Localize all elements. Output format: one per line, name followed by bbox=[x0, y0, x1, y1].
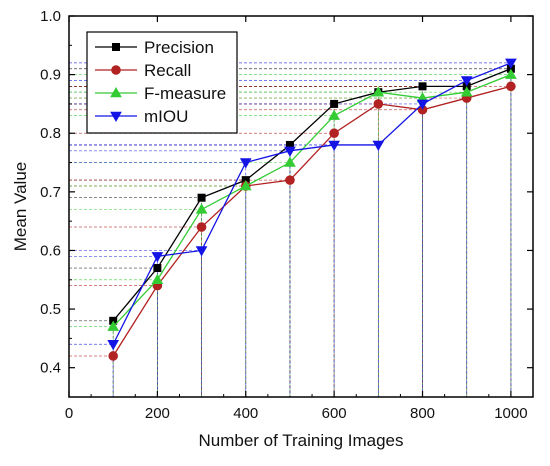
data-point-miou bbox=[328, 140, 341, 151]
legend-marker bbox=[110, 111, 122, 123]
data-point-precision bbox=[418, 82, 427, 91]
series-line-f-measure bbox=[112, 74, 512, 328]
series-miou bbox=[107, 58, 517, 351]
y-tick-label: 0.7 bbox=[40, 184, 61, 201]
data-point-f-measure bbox=[107, 320, 120, 331]
y-axis-label: Mean Value bbox=[11, 162, 30, 251]
data-point-recall bbox=[196, 222, 207, 232]
legend-label: F-measure bbox=[144, 84, 226, 103]
data-point-f-measure bbox=[372, 86, 385, 97]
data-point-miou bbox=[505, 58, 517, 69]
legend-marker bbox=[111, 65, 121, 75]
data-point-miou bbox=[416, 99, 429, 110]
y-tick-label: 0.4 bbox=[40, 360, 61, 377]
data-point-miou bbox=[372, 140, 385, 151]
y-tick-label: 0.5 bbox=[40, 301, 61, 318]
legend-label: mIOU bbox=[144, 107, 188, 126]
series-layer bbox=[107, 58, 517, 361]
series-line-miou bbox=[112, 62, 512, 345]
x-tick-label: 400 bbox=[233, 405, 258, 422]
data-point-f-measure bbox=[239, 179, 252, 191]
series-line-recall bbox=[112, 85, 512, 357]
y-tick-label: 1.0 bbox=[40, 8, 61, 25]
data-point-recall bbox=[506, 81, 516, 92]
data-point-miou bbox=[151, 252, 164, 263]
series-f-measure bbox=[107, 68, 517, 331]
legend-label: Recall bbox=[144, 61, 191, 80]
legend-marker bbox=[112, 43, 120, 51]
data-point-recall bbox=[108, 351, 118, 361]
data-point-miou bbox=[195, 246, 208, 257]
data-point-miou bbox=[239, 158, 252, 169]
series-line-precision bbox=[112, 68, 512, 322]
x-axis-label: Number of Training Images bbox=[198, 431, 403, 450]
x-tick-label: 0 bbox=[65, 405, 73, 422]
data-point-recall bbox=[285, 175, 295, 185]
legend-item-precision: Precision bbox=[95, 38, 214, 57]
y-tick-label: 0.8 bbox=[40, 125, 61, 142]
data-point-f-measure bbox=[151, 273, 164, 285]
y-tick-label: 0.6 bbox=[40, 242, 61, 259]
data-point-miou bbox=[107, 339, 120, 351]
data-point-precision bbox=[330, 99, 339, 108]
data-point-precision bbox=[153, 264, 162, 273]
x-tick-label: 600 bbox=[322, 405, 347, 422]
x-tick-label: 1000 bbox=[494, 405, 527, 422]
data-point-recall bbox=[329, 128, 339, 139]
data-point-f-measure bbox=[195, 203, 208, 214]
data-point-f-measure bbox=[284, 156, 296, 167]
legend-label: Precision bbox=[144, 38, 214, 57]
data-point-recall bbox=[373, 99, 384, 109]
legend-item-miou: mIOU bbox=[95, 107, 188, 126]
legend-marker bbox=[110, 86, 122, 98]
data-point-f-measure bbox=[460, 86, 473, 97]
data-point-f-measure bbox=[328, 109, 341, 120]
axis-ticks: 0 200 400 600 800 1000 0.4 0.5 0.6 0.7 0.8 0.9 1.0 bbox=[40, 8, 533, 422]
legend: Precision Recall F-measure mIOU bbox=[86, 31, 238, 134]
x-tick-label: 200 bbox=[145, 405, 170, 422]
plot-frame bbox=[68, 15, 534, 398]
legend-item-f-measure: F-measure bbox=[95, 84, 226, 103]
series-recall bbox=[108, 81, 516, 361]
data-point-miou bbox=[284, 146, 296, 157]
y-tick-label: 0.9 bbox=[40, 67, 61, 84]
x-tick-label: 800 bbox=[410, 405, 435, 422]
data-point-precision bbox=[197, 193, 206, 202]
legend-item-recall: Recall bbox=[95, 61, 191, 80]
data-point-miou bbox=[460, 76, 473, 87]
data-point-f-measure bbox=[505, 68, 517, 79]
